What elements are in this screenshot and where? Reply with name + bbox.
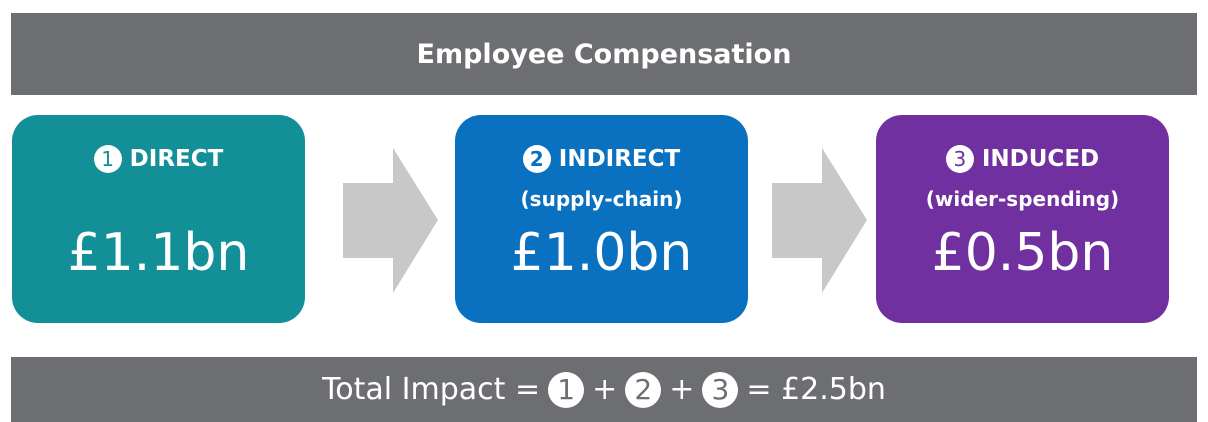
- box-label: DIRECT: [129, 146, 224, 172]
- direct-box: 1 DIRECT £1.1bn: [12, 115, 305, 323]
- box-title: 2 INDIRECT: [455, 145, 748, 173]
- box-sublabel: (wider-spending): [925, 187, 1120, 211]
- footer-operator: +: [669, 372, 695, 407]
- number-badge: 2: [522, 145, 551, 173]
- induced-box: 3 INDUCED (wider-spending) £0.5bn: [876, 115, 1169, 323]
- box-label: INDIRECT: [558, 146, 681, 172]
- arrow: [343, 148, 438, 293]
- box-value: £1.0bn: [510, 223, 693, 283]
- footer-prefix: Total Impact =: [322, 372, 541, 407]
- footer: Total Impact = 1 + 2 + 3 = £2.5bn: [11, 357, 1197, 422]
- box-sublabel: (supply-chain): [520, 187, 683, 211]
- box-label: INDUCED: [981, 146, 1100, 172]
- indirect-box: 2 INDIRECT (supply-chain) £1.0bn: [455, 115, 748, 323]
- header-title: Employee Compensation: [416, 38, 792, 70]
- number-badge: 3: [945, 145, 974, 173]
- box-value: £0.5bn: [931, 223, 1114, 283]
- footer-result: = £2.5bn: [746, 372, 886, 407]
- arrow: [772, 148, 867, 293]
- header: Employee Compensation: [11, 13, 1197, 95]
- box-title: 1 DIRECT: [12, 145, 305, 173]
- box-value: £1.1bn: [67, 223, 250, 283]
- footer-term: 2: [625, 371, 662, 408]
- footer-term: 1: [548, 371, 585, 408]
- box-title: 3 INDUCED: [876, 145, 1169, 173]
- number-badge: 1: [93, 145, 122, 173]
- footer-term: 3: [702, 371, 739, 408]
- footer-operator: +: [592, 372, 618, 407]
